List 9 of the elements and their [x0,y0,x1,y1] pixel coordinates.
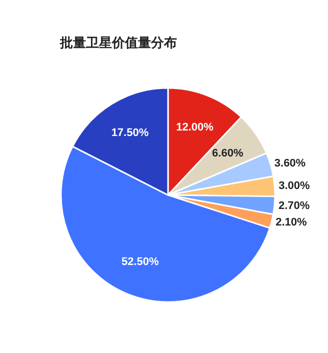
data-label: 17.50% [111,126,149,139]
data-label: 2.10% [276,216,308,228]
chart-title: 批量卫星价值量分布 [60,35,177,52]
data-label: 12.00% [176,121,214,134]
data-label: 2.70% [278,200,310,212]
data-label: 6.60% [212,147,244,160]
data-label: 3.60% [274,157,306,170]
data-label: 52.50% [122,256,160,268]
data-label: 3.00% [278,180,310,192]
